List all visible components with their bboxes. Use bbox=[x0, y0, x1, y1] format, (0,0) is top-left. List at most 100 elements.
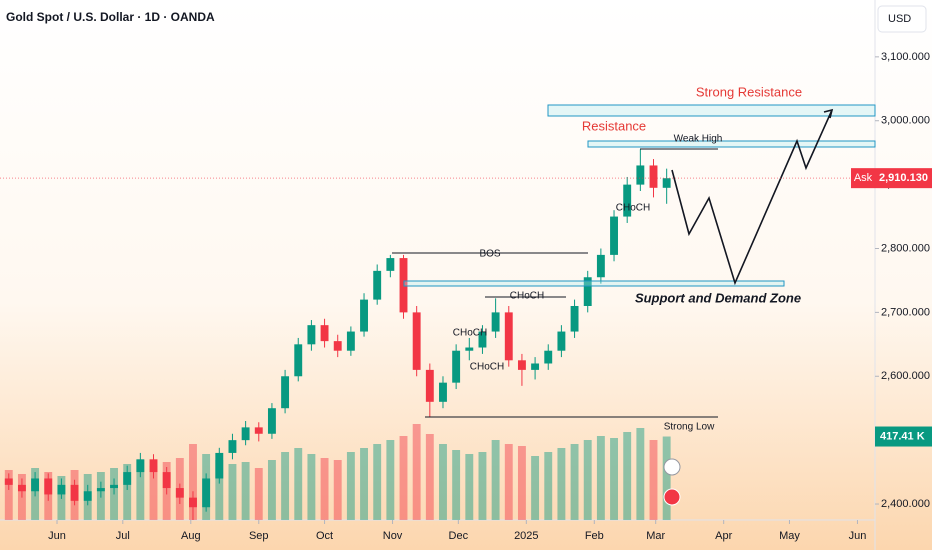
candle-body bbox=[491, 312, 500, 332]
volume-bar bbox=[557, 448, 566, 520]
volume-bar bbox=[241, 462, 250, 520]
y-tick-label: 2,800.000 bbox=[881, 242, 930, 254]
volume-bar bbox=[636, 428, 645, 520]
drawings: Strong Resistance Resistance Weak High B… bbox=[392, 84, 876, 433]
candle-body bbox=[386, 258, 395, 271]
chart-title: Gold Spot / U.S. Dollar · 1D · OANDA bbox=[6, 10, 215, 24]
y-tick-label: 2,400.000 bbox=[881, 498, 930, 510]
volume-bar bbox=[386, 440, 395, 520]
candle-body bbox=[465, 347, 474, 351]
price-tag bbox=[875, 168, 932, 189]
candle-body bbox=[17, 484, 26, 492]
event-icon bbox=[663, 488, 681, 506]
candle-body bbox=[636, 165, 645, 185]
candle-body bbox=[425, 369, 434, 402]
candle-body bbox=[452, 350, 461, 383]
choch-label: CHoCH bbox=[453, 328, 487, 339]
volume-bar bbox=[544, 452, 553, 520]
candle-body bbox=[136, 459, 145, 473]
volume-bar bbox=[123, 464, 132, 520]
price-tag-label: 2,910.130 bbox=[879, 172, 928, 184]
x-tick-label: Oct bbox=[316, 530, 333, 542]
candle-body bbox=[215, 452, 224, 479]
candle-body bbox=[662, 178, 671, 188]
volume-bar bbox=[517, 446, 526, 520]
candle-body bbox=[70, 484, 79, 501]
x-tick-label: Mar bbox=[646, 530, 665, 542]
resistance-label: Resistance bbox=[582, 118, 646, 133]
strong-low-label: Strong Low bbox=[664, 422, 715, 433]
candle-body bbox=[610, 216, 618, 255]
volume-bar bbox=[267, 460, 276, 520]
x-tick-label: Jul bbox=[116, 530, 130, 542]
volume-bar bbox=[346, 452, 355, 520]
volume-bar bbox=[452, 450, 461, 520]
candle-body bbox=[596, 254, 605, 278]
volume-bar bbox=[623, 432, 632, 520]
x-tick-label: Feb bbox=[585, 530, 604, 542]
x-tick-label: May bbox=[779, 530, 800, 542]
volume-bar bbox=[478, 452, 487, 520]
candle-body bbox=[294, 344, 303, 377]
candle-body bbox=[83, 491, 92, 501]
volume-bar bbox=[465, 454, 474, 520]
candle-body bbox=[44, 478, 53, 495]
x-tick-label: 2025 bbox=[514, 530, 538, 542]
x-tick-label: Dec bbox=[449, 530, 469, 542]
candle-body bbox=[557, 331, 566, 351]
y-tick-label: 2,700.000 bbox=[881, 306, 930, 318]
candle-body bbox=[281, 376, 290, 409]
candle-body bbox=[346, 331, 355, 351]
projection-arrow bbox=[823, 108, 834, 119]
volume-bar bbox=[531, 456, 540, 520]
candle-body bbox=[57, 484, 66, 495]
candle-body bbox=[623, 184, 632, 217]
event-icons bbox=[663, 458, 681, 506]
volume-bar bbox=[333, 460, 342, 520]
y-tick-label: 3,100.000 bbox=[881, 51, 930, 63]
resistance-zone bbox=[587, 140, 876, 148]
candle-body bbox=[649, 165, 658, 188]
volume-bar bbox=[254, 468, 263, 520]
ask-label: Ask bbox=[854, 172, 873, 184]
volume-bar bbox=[399, 436, 408, 520]
volume-bar bbox=[360, 448, 368, 520]
x-tick-label: Sep bbox=[249, 530, 269, 542]
volume-bar bbox=[596, 436, 605, 520]
currency-box bbox=[877, 5, 927, 33]
y-tick-label: 3,000.000 bbox=[881, 115, 930, 127]
volume-bar bbox=[583, 440, 592, 520]
candle-body bbox=[96, 488, 105, 492]
candle-body bbox=[228, 440, 237, 453]
bos-label: BOS bbox=[479, 249, 500, 260]
x-tick-label: Jun bbox=[849, 530, 867, 542]
strong-resistance-label: Strong Resistance bbox=[696, 84, 802, 99]
volume-bar bbox=[4, 470, 13, 520]
volume-tag-label: 417.41 K bbox=[880, 430, 925, 442]
candle-body bbox=[110, 484, 118, 489]
candle-body bbox=[307, 325, 316, 345]
volume-bar bbox=[307, 454, 316, 520]
candle-body bbox=[531, 363, 540, 370]
candle-body bbox=[360, 299, 368, 332]
x-tick-label: Aug bbox=[181, 530, 201, 542]
y-tick-label: 2,600.000 bbox=[881, 370, 930, 382]
x-tick-label: Apr bbox=[715, 530, 732, 542]
volume-bar bbox=[228, 464, 237, 520]
event-icon bbox=[663, 458, 681, 476]
support-label: Support and Demand Zone bbox=[635, 290, 801, 305]
candle-body bbox=[254, 427, 263, 434]
candle-body bbox=[320, 325, 329, 342]
volume-bar bbox=[136, 460, 145, 520]
volume-bar bbox=[610, 438, 618, 520]
candle-body bbox=[267, 408, 276, 434]
candle-body bbox=[149, 459, 158, 473]
volume-bar bbox=[649, 440, 658, 520]
volume-bar bbox=[215, 460, 224, 520]
candle-body bbox=[31, 478, 40, 492]
volume-bar bbox=[504, 444, 513, 520]
volume-bar bbox=[294, 448, 303, 520]
volume-tag bbox=[875, 426, 932, 447]
